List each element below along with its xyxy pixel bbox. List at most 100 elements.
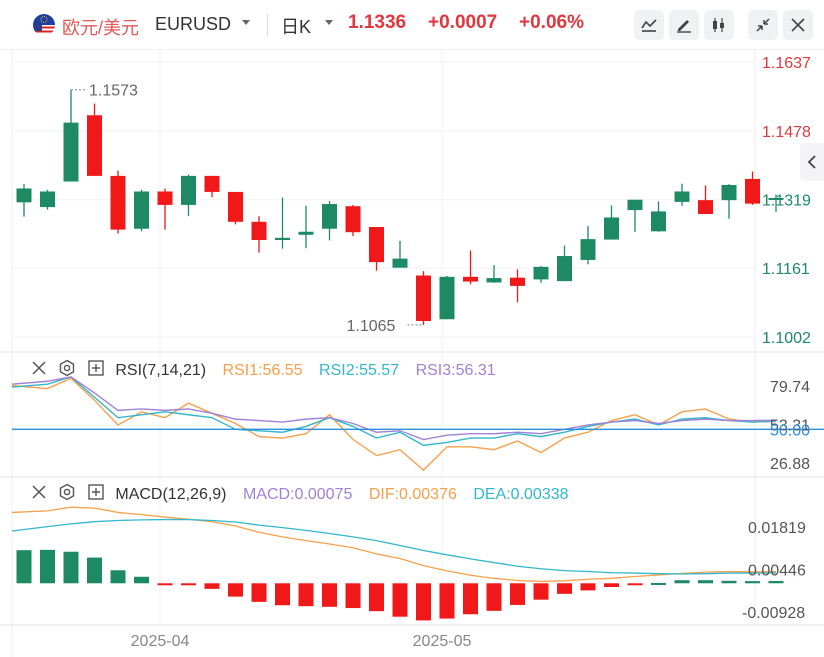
candle-body (16, 188, 32, 203)
candle-body (134, 191, 149, 229)
rsi-tick-label: 79.74 (770, 379, 810, 396)
macd-bar (110, 570, 126, 584)
candles (16, 89, 784, 325)
macd-bar (627, 583, 643, 586)
rsi3-value: RSI3:56.31 (415, 361, 496, 379)
chevron-left-icon (807, 155, 816, 169)
price-change-percent: +0.06% (519, 12, 584, 33)
macd-bar (228, 583, 243, 597)
macd-legend: MACD(12,26,9) MACD:0.00075 DIF:0.00376 D… (30, 483, 575, 506)
rsi-title: RSI(7,14,21) (115, 361, 207, 379)
rsi2-value: RSI2:55.57 (319, 361, 400, 379)
candle-body (486, 278, 502, 283)
macd-bar (674, 580, 690, 584)
macd-bar (275, 583, 290, 606)
candle-body (298, 231, 314, 235)
candle-body (745, 178, 760, 204)
macd-bar (322, 583, 337, 607)
candle-body (157, 191, 173, 205)
candle-body (63, 122, 79, 182)
close-chart-button[interactable] (783, 10, 813, 40)
candle-type-icon (713, 18, 724, 32)
macd-bar (557, 583, 572, 594)
macd-panel: 0.01819 0.00446 -0.00928 (11, 506, 806, 622)
macd-title: MACD(12,26,9) (115, 485, 227, 503)
candle-body (40, 191, 55, 208)
macd-bar (63, 551, 79, 584)
price-tick-label: 1.1161 (762, 261, 810, 278)
plus-box-icon[interactable] (87, 483, 105, 506)
collapse-icon (756, 18, 770, 32)
candle-body (181, 175, 196, 205)
time-axis: 2025-04 2025-05 (131, 633, 472, 650)
candle-body (627, 199, 643, 211)
dif-value: DIF:0.00376 (368, 485, 457, 503)
macd-bar (416, 583, 431, 621)
candle-body (604, 217, 619, 240)
close-icon (791, 18, 805, 32)
plus-box-icon[interactable] (87, 359, 105, 382)
macd-bar (768, 580, 784, 584)
price-tick-label: 1.1319 (762, 193, 811, 210)
candle-body (651, 211, 666, 232)
collapse-button[interactable] (748, 10, 778, 40)
eu-us-flag-icon (33, 14, 55, 36)
candle-body (416, 275, 431, 321)
chevron-down-icon[interactable] (242, 20, 250, 25)
macd-bar (463, 583, 478, 615)
macd-bar (87, 557, 102, 584)
dea-value: DEA:0.00338 (473, 485, 569, 503)
price-change: +0.0007 (428, 12, 498, 33)
macd-bar (604, 583, 619, 587)
chevron-down-icon[interactable] (325, 20, 333, 25)
candle-body (533, 266, 549, 280)
dif-line (11, 506, 777, 583)
gear-icon[interactable] (58, 359, 76, 382)
time-tick-label: 2025-05 (413, 633, 472, 650)
macd-bar (580, 583, 596, 591)
rsi-tick-label: 50.00 (770, 422, 810, 439)
candle-body (721, 184, 737, 201)
macd-tick-label: 0.00446 (748, 562, 806, 579)
macd-bar (40, 549, 55, 584)
high-price-label: 1.1573 (89, 83, 138, 100)
macd-bar (181, 583, 196, 586)
candle-body (698, 200, 713, 215)
macd-bar (16, 550, 32, 584)
candle-body (674, 191, 690, 202)
price-annotations: 1.1573 1.1065 (71, 83, 424, 335)
macd-bar (533, 583, 549, 600)
close-icon[interactable] (30, 483, 48, 506)
macd-bar (298, 583, 314, 607)
gear-icon[interactable] (58, 483, 76, 506)
last-price: 1.1336 (348, 12, 407, 33)
candle-body (110, 175, 126, 230)
macd-bar (439, 583, 455, 619)
rsi-line-rsi3 (11, 376, 777, 441)
dea-line (11, 518, 777, 575)
rsi-legend: RSI(7,14,21) RSI1:56.55 RSI2:55.57 RSI3:… (30, 359, 502, 382)
candle-body (275, 237, 290, 240)
macd-bar (721, 580, 737, 584)
candle-body (251, 221, 267, 240)
rsi1-value: RSI1:56.55 (222, 361, 303, 379)
period-selector[interactable]: 日K (281, 17, 312, 37)
candle-body (87, 115, 102, 176)
candle-body (463, 276, 478, 282)
candle-body (439, 276, 455, 320)
macd-bar (510, 583, 525, 605)
draw-line-button[interactable] (634, 10, 664, 40)
candle-type-button[interactable] (704, 10, 734, 40)
rsi-line-rsi2 (11, 376, 777, 447)
close-icon[interactable] (30, 359, 48, 382)
symbol-code[interactable]: EURUSD (155, 14, 232, 34)
candle-body (580, 239, 596, 260)
symbol-name-cn[interactable]: 欧元/美元 (62, 18, 140, 38)
price-axis: 1.1637 1.1478 1.1319 1.1161 1.1002 (762, 55, 811, 347)
price-tick-label: 1.1478 (762, 124, 811, 141)
candle-body (345, 206, 361, 233)
side-panel-toggle[interactable] (800, 143, 824, 181)
pencil-button[interactable] (669, 10, 699, 40)
